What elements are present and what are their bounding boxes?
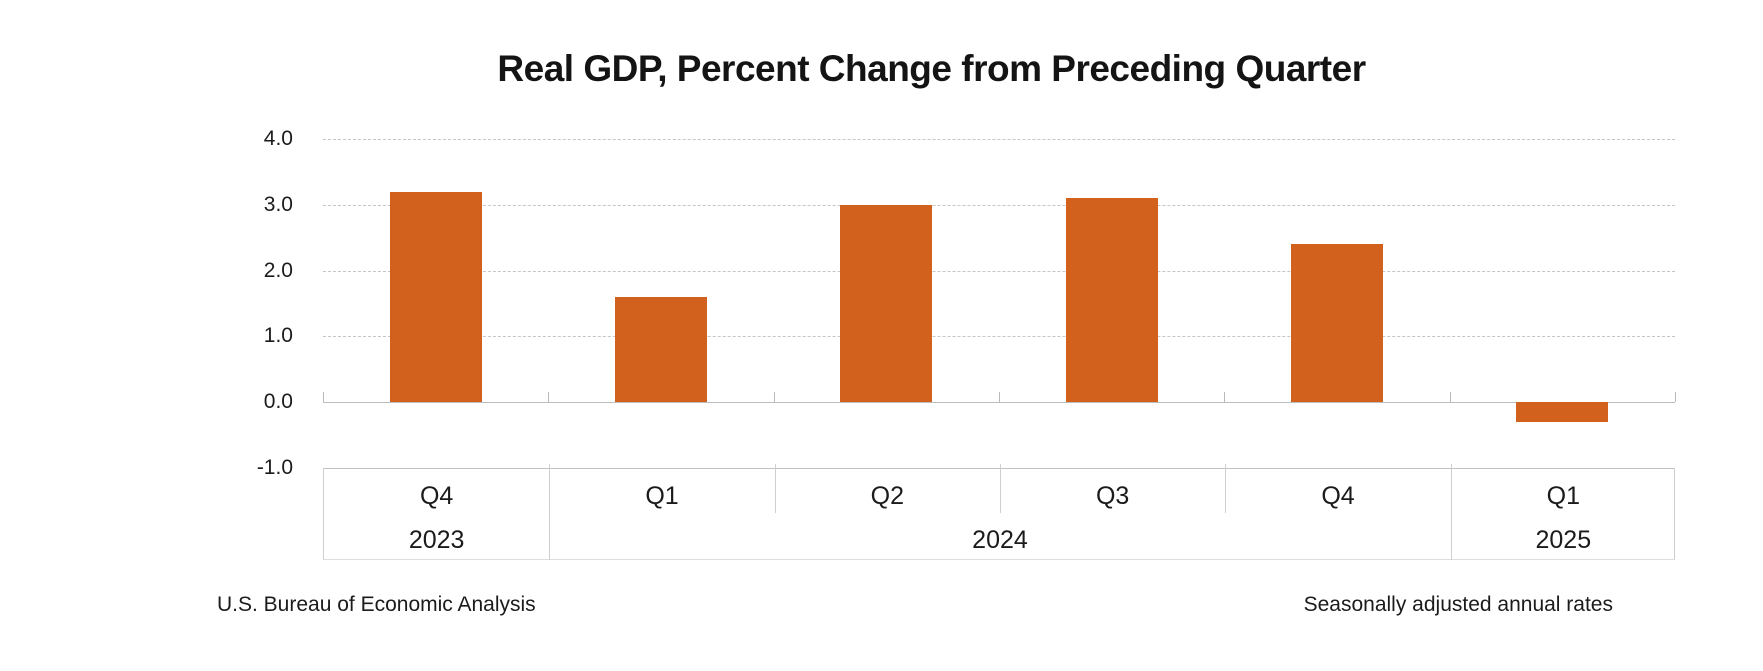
zero-axis-tick: [1675, 392, 1676, 402]
year-label: 2023: [408, 525, 465, 554]
x-category-label: Q4: [1321, 481, 1355, 510]
zero-gridline: [323, 402, 1675, 403]
x-category-label: Q2: [870, 481, 904, 510]
y-tick-label: 3.0: [263, 192, 293, 216]
x-category-label: Q1: [645, 481, 679, 510]
bar-q2-2024: [840, 204, 933, 402]
bar-q3-2024: [1065, 198, 1158, 402]
year-label: 2024: [972, 525, 1028, 554]
y-tick-label: 0.0: [263, 390, 293, 413]
rates-note: Seasonally adjusted annual rates: [1303, 593, 1613, 616]
y-tick-label: 2.0: [263, 258, 293, 282]
zero-axis-tick: [1449, 392, 1451, 402]
quarter-divider: [1000, 463, 1001, 513]
source-note: U.S. Bureau of Economic Analysis: [217, 593, 536, 616]
plot-area: 4.0 3.0 2.0 1.0 0.0 -1.0 Q4 Q1 Q2 Q3 Q4 Q1 2023 2024 2…: [257, 127, 1676, 561]
chart-title: Real GDP, Percent Change from Preceding …: [497, 48, 1366, 89]
quarter-divider: [1225, 463, 1227, 513]
zero-axis-tick: [1224, 392, 1226, 402]
bar-q4-2023: [389, 191, 482, 402]
zero-axis-tick: [773, 392, 775, 402]
x-category-label: Q4: [419, 481, 454, 510]
gridline: [323, 204, 1675, 206]
x-axis-box: Q4 Q1 Q2 Q3 Q4 Q1 2023 2024 2025: [323, 463, 1675, 560]
gridline: [323, 336, 1675, 338]
zero-axis-tick: [999, 392, 1000, 402]
gridline: [323, 270, 1675, 272]
x-category-label: Q3: [1095, 481, 1130, 510]
y-tick-label: -1.0: [256, 455, 293, 479]
x-category-label: Q1: [1546, 481, 1580, 510]
year-divider: [1450, 463, 1452, 560]
year-divider: [549, 463, 551, 560]
zero-axis-tick: [548, 392, 550, 402]
bar-q1-2024: [615, 296, 707, 402]
zero-axis-tick: [323, 392, 324, 402]
bar-q1-2025: [1516, 402, 1609, 422]
bar-q4-2024: [1291, 244, 1383, 402]
quarter-divider: [774, 463, 776, 513]
gridline: [323, 139, 1675, 140]
y-tick-label: 4.0: [263, 127, 293, 150]
year-label: 2025: [1535, 525, 1592, 554]
y-tick-label: 1.0: [263, 324, 293, 348]
